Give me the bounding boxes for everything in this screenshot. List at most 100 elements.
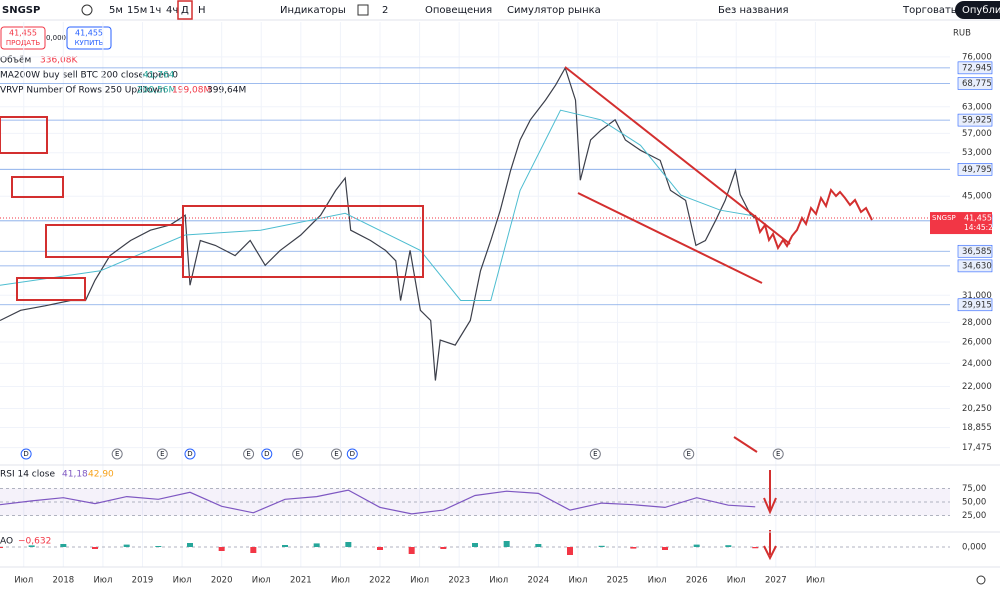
- interval[interactable]: 5м: [109, 5, 123, 16]
- layouts-count[interactable]: 2: [382, 5, 388, 16]
- interval[interactable]: 15м: [127, 5, 147, 16]
- last-price-time: 14:45:28: [964, 223, 998, 232]
- rsi-value: 41,18: [62, 470, 88, 480]
- y-tick-label: 28,000: [962, 318, 992, 328]
- layout-name[interactable]: Без названия: [718, 5, 789, 16]
- toolbar: [0, 0, 1000, 20]
- y-tick-label: 17,475: [962, 443, 992, 453]
- trend-line: [564, 66, 791, 245]
- level-label: 36,585: [962, 247, 992, 257]
- event-marker: [346, 448, 358, 460]
- box: [16, 277, 86, 301]
- ao-bar: [752, 547, 759, 549]
- buy-button[interactable]: [66, 26, 112, 50]
- y-tick-label: 0,000: [962, 543, 986, 553]
- ao-bar: [282, 545, 288, 547]
- x-tick-label: 2022: [369, 576, 391, 586]
- add-symbol[interactable]: [81, 4, 93, 16]
- sell-price[interactable]: 41,455: [9, 29, 37, 38]
- x-tick-label: 2024: [528, 576, 550, 586]
- ao-bar: [662, 547, 668, 550]
- ao-label: AO: [0, 537, 13, 547]
- vrvp-label: VRVP Number Of Rows 250 Up/Down: [0, 86, 166, 96]
- level-label: 72,945: [962, 63, 992, 73]
- series-line: [0, 66, 756, 381]
- interval[interactable]: 1ч: [149, 5, 161, 16]
- indicators-button[interactable]: Индикаторы: [280, 5, 346, 16]
- replay-button[interactable]: Симулятор рынка: [507, 5, 601, 16]
- volume-value: 336,08K: [40, 56, 78, 66]
- x-tick-label: 2027: [765, 576, 787, 586]
- ao-bar: [345, 542, 352, 547]
- x-tick-label: Июл: [252, 576, 271, 586]
- event-marker: [772, 448, 784, 460]
- x-tick-label: Июл: [93, 576, 112, 586]
- forecast: [754, 187, 873, 251]
- event-label: E: [246, 450, 250, 458]
- ao-bar: [60, 544, 67, 547]
- event-marker: [184, 448, 196, 460]
- buy-price[interactable]: 41,455: [75, 29, 103, 38]
- y-tick-label: 50,00: [962, 498, 986, 508]
- interval[interactable]: Н: [198, 5, 206, 16]
- trade-button[interactable]: Торговать: [902, 5, 957, 16]
- interval[interactable]: 4ч: [166, 5, 178, 16]
- event-label: E: [160, 450, 164, 458]
- level-label-box: [957, 77, 993, 90]
- publish-label[interactable]: Опубликовать: [962, 5, 1000, 16]
- last-price-label: 41,455: [964, 214, 992, 223]
- buy-label[interactable]: КУПИТЬ: [75, 39, 104, 47]
- publish-button[interactable]: [955, 1, 1000, 19]
- ao-bar: [250, 547, 257, 553]
- box: [0, 116, 48, 154]
- layouts-icon[interactable]: [357, 4, 369, 16]
- symbol[interactable]: SNGSP: [2, 5, 40, 16]
- event-label: D: [23, 450, 28, 458]
- interval-highlight: [177, 0, 193, 20]
- ao-bar: [218, 547, 225, 551]
- ao-bar: [472, 543, 478, 547]
- event-label: D: [350, 450, 355, 458]
- y-tick-label: 57,000: [962, 129, 992, 139]
- ao-bar: [408, 547, 415, 554]
- ao-bar: [187, 543, 193, 547]
- trend-line: [577, 192, 763, 284]
- x-tick-label: 2018: [53, 576, 75, 586]
- ao-bar: [377, 547, 383, 550]
- y-tick-label: 22,000: [962, 382, 992, 392]
- ao-bar: [155, 546, 162, 547]
- alerts-button[interactable]: Оповещения: [425, 5, 492, 16]
- ao-bar: [598, 545, 605, 547]
- level-label: 59,925: [962, 116, 992, 126]
- sell-button[interactable]: [0, 26, 46, 50]
- event-marker: [292, 448, 304, 460]
- ao-bar: [503, 541, 510, 547]
- box: [11, 176, 64, 198]
- vrvp-total: 399,64M: [207, 86, 246, 96]
- y-tick-label: 18,855: [962, 423, 992, 433]
- level-label-box: [957, 163, 993, 176]
- x-tick-label: Июл: [568, 576, 587, 586]
- arrow-head: [763, 545, 777, 561]
- x-tick-label: Июл: [727, 576, 746, 586]
- box: [182, 205, 424, 278]
- x-tick-label: 2023: [448, 576, 470, 586]
- event-label: E: [687, 450, 691, 458]
- ao-bar: [92, 547, 98, 549]
- arrow-head: [763, 497, 777, 515]
- level-label-box: [957, 259, 993, 273]
- settings-icon[interactable]: [976, 575, 986, 585]
- sell-label[interactable]: ПРОДАТЬ: [6, 39, 41, 47]
- y-tick-label: 53,000: [962, 148, 992, 158]
- x-tick-label: Июл: [806, 576, 825, 586]
- ao-bar: [313, 543, 320, 547]
- event-label: E: [295, 450, 299, 458]
- ao-bar: [28, 545, 35, 547]
- y-tick-label: 24,000: [962, 359, 992, 369]
- interval[interactable]: Д: [181, 5, 189, 16]
- y-tick-label: 63,000: [962, 102, 992, 112]
- vrvp-up: 200,56M: [137, 86, 176, 96]
- event-marker: [261, 448, 273, 460]
- event-marker: [243, 448, 255, 460]
